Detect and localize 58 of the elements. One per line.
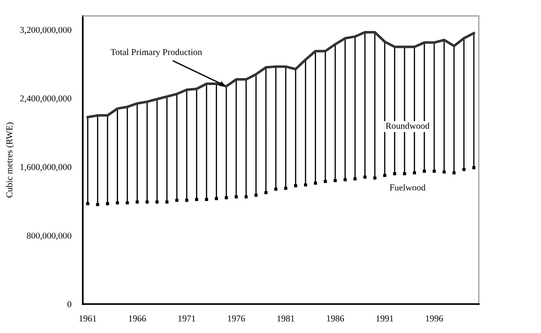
point — [442, 170, 446, 174]
annotation: Total Primary Production — [110, 48, 202, 57]
point — [116, 201, 119, 204]
point — [393, 172, 396, 176]
point — [422, 170, 426, 173]
point — [353, 177, 357, 180]
x-tick-label: 1986 — [326, 315, 344, 322]
point — [155, 200, 159, 204]
point — [195, 198, 198, 201]
point — [264, 191, 268, 194]
annotation: Roundwood — [386, 122, 430, 129]
point — [314, 182, 317, 185]
x-tick-label: 1996 — [426, 315, 443, 322]
point — [373, 176, 376, 180]
point — [304, 183, 308, 186]
point — [204, 198, 208, 201]
point — [363, 176, 366, 179]
point — [383, 174, 386, 177]
y-axis-title: Cubic metres (RWE) — [6, 122, 14, 198]
point — [146, 200, 149, 204]
point — [165, 200, 168, 204]
x-tick-label: 1971 — [178, 315, 196, 322]
x-tick-label: 1966 — [128, 315, 146, 322]
point — [234, 195, 238, 198]
y-tick-label: 800,000,000 — [26, 232, 72, 240]
y-tick-label: 0 — [67, 301, 72, 308]
y-tick-label: 3,200,000,000 — [20, 26, 72, 34]
point — [402, 172, 406, 176]
x-tick-label: 1981 — [277, 315, 294, 322]
point — [126, 201, 129, 204]
point — [224, 196, 228, 200]
y-tick-label: 1,600,000,000 — [20, 164, 72, 172]
point — [106, 202, 110, 206]
point — [412, 171, 416, 174]
point — [244, 195, 248, 198]
point — [462, 168, 466, 171]
annotation: Fuelwood — [390, 184, 426, 191]
point — [254, 194, 258, 197]
point — [324, 180, 327, 183]
point — [284, 186, 288, 190]
point — [136, 200, 139, 204]
x-tick-label: 1961 — [79, 315, 96, 322]
y-tick-label: 2,400,000,000 — [20, 95, 72, 103]
point — [452, 171, 456, 174]
point — [472, 166, 476, 170]
point — [86, 202, 90, 206]
point — [185, 198, 188, 202]
point — [294, 184, 298, 188]
point — [214, 197, 218, 200]
point — [432, 170, 436, 173]
x-tick-label: 1976 — [228, 315, 245, 322]
point — [274, 188, 278, 191]
line-series — [86, 31, 476, 118]
point — [344, 178, 347, 182]
point — [175, 198, 178, 202]
point — [96, 203, 100, 206]
x-tick-label: 1991 — [376, 315, 394, 322]
point — [334, 179, 337, 182]
